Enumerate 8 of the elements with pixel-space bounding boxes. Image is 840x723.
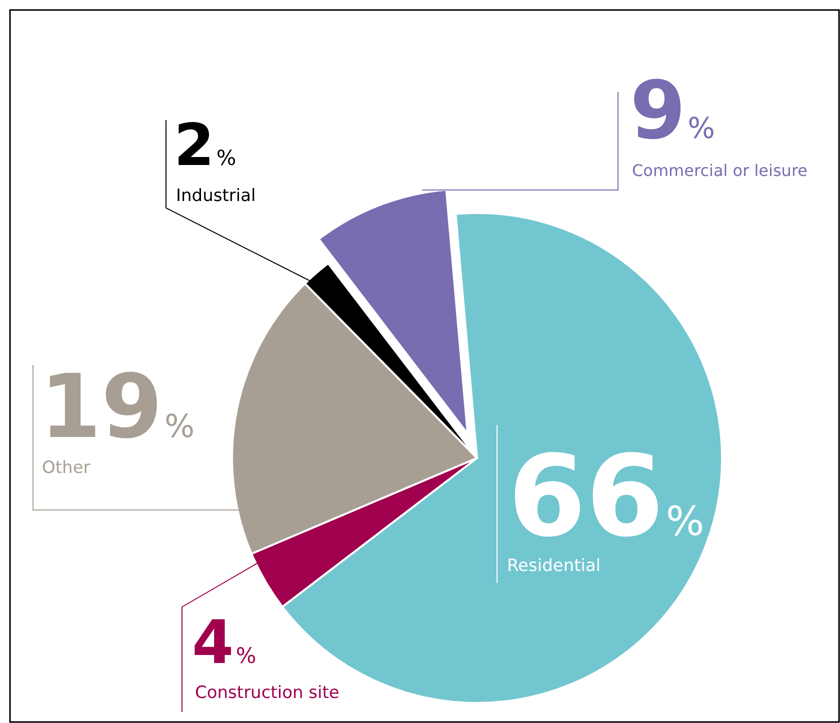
slice-label: Industrial <box>176 186 256 206</box>
data-label: 2% <box>174 111 236 179</box>
data-label: 9% <box>630 64 716 157</box>
slice-label: Construction site <box>195 683 340 703</box>
slice-label: Commercial or leisure <box>632 161 808 180</box>
data-label: 19% <box>40 355 195 458</box>
slice-label: Other <box>42 458 90 478</box>
data-label: 4% <box>192 608 256 678</box>
